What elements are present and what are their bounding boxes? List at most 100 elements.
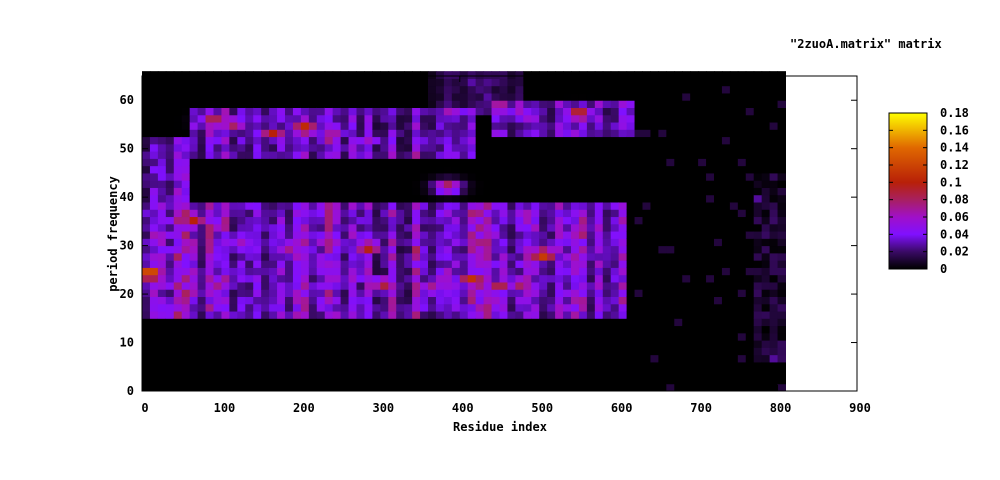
heatmap-cell bbox=[157, 71, 167, 79]
heatmap-cell bbox=[594, 194, 604, 203]
heatmap-cell bbox=[594, 260, 604, 268]
heatmap-cell bbox=[777, 303, 786, 312]
heatmap-cell bbox=[610, 209, 620, 218]
heatmap-cell bbox=[674, 383, 683, 392]
heatmap-cell bbox=[650, 318, 659, 327]
heatmap-cell bbox=[229, 216, 238, 225]
heatmap-cell bbox=[658, 369, 667, 377]
heatmap-cell bbox=[475, 151, 485, 159]
heatmap-cell bbox=[499, 92, 508, 101]
heatmap-cell bbox=[189, 151, 199, 159]
heatmap-cell bbox=[745, 158, 755, 167]
heatmap-cell bbox=[586, 260, 596, 268]
heatmap-cell bbox=[324, 92, 334, 101]
heatmap-cell bbox=[563, 122, 572, 130]
heatmap-cell bbox=[269, 311, 278, 319]
heatmap-cell bbox=[245, 231, 254, 239]
heatmap-cell bbox=[610, 383, 620, 392]
heatmap-cell bbox=[285, 369, 294, 377]
heatmap-cell bbox=[372, 281, 381, 290]
heatmap-cell bbox=[467, 318, 477, 327]
heatmap-cell bbox=[435, 289, 445, 297]
heatmap-cell bbox=[300, 122, 310, 130]
heatmap-cell bbox=[563, 332, 572, 341]
heatmap-cell bbox=[261, 194, 270, 203]
heatmap-cell bbox=[475, 369, 485, 377]
heatmap-cell bbox=[340, 318, 350, 327]
heatmap-cell bbox=[729, 165, 739, 174]
heatmap-cell bbox=[380, 194, 389, 203]
heatmap-cell bbox=[332, 311, 342, 319]
heatmap-cell bbox=[451, 318, 461, 327]
heatmap-cell bbox=[634, 354, 643, 363]
heatmap-cell bbox=[229, 151, 238, 159]
heatmap-cell bbox=[586, 281, 596, 290]
heatmap-cell bbox=[142, 136, 151, 145]
heatmap-cell bbox=[348, 172, 357, 181]
heatmap-cell bbox=[348, 165, 357, 174]
heatmap-cell bbox=[777, 354, 786, 363]
heatmap-cell bbox=[753, 369, 763, 377]
heatmap-cell bbox=[197, 332, 207, 341]
heatmap-cell bbox=[221, 136, 230, 145]
heatmap-cell bbox=[435, 311, 445, 319]
heatmap-cell bbox=[404, 202, 413, 210]
heatmap-cell bbox=[388, 216, 397, 225]
heatmap-cell bbox=[539, 114, 548, 123]
heatmap-cell bbox=[165, 340, 175, 348]
heatmap-cell bbox=[706, 216, 715, 225]
heatmap-cell bbox=[435, 92, 445, 101]
heatmap-cell bbox=[157, 158, 167, 167]
heatmap-cell bbox=[149, 143, 159, 152]
heatmap-cell bbox=[340, 172, 350, 181]
heatmap-cell bbox=[745, 194, 755, 203]
heatmap-cell bbox=[563, 85, 572, 94]
heatmap-cell bbox=[626, 223, 636, 232]
heatmap-cell bbox=[300, 252, 310, 261]
heatmap-cell bbox=[412, 274, 421, 283]
heatmap-cell bbox=[300, 100, 310, 108]
heatmap-cell bbox=[459, 187, 469, 196]
heatmap-cell bbox=[300, 296, 310, 305]
heatmap-cell bbox=[586, 187, 596, 196]
heatmap-cell bbox=[308, 78, 318, 87]
heatmap-cell bbox=[761, 354, 771, 363]
heatmap-cell bbox=[451, 347, 461, 356]
heatmap-cell bbox=[698, 303, 707, 312]
heatmap-cell bbox=[237, 354, 246, 363]
heatmap-cell bbox=[674, 194, 683, 203]
heatmap-cell bbox=[753, 92, 763, 101]
heatmap-cell bbox=[396, 158, 405, 167]
heatmap-cell bbox=[690, 267, 699, 276]
heatmap-cell bbox=[547, 325, 556, 334]
heatmap-cell bbox=[491, 318, 500, 327]
heatmap-cell bbox=[292, 85, 302, 94]
heatmap-cell bbox=[563, 216, 572, 225]
heatmap-cell bbox=[531, 187, 540, 196]
heatmap-cell bbox=[292, 158, 302, 167]
heatmap-cell bbox=[356, 369, 365, 377]
heatmap-cell bbox=[698, 202, 707, 210]
heatmap-cell bbox=[531, 136, 540, 145]
heatmap-cell bbox=[658, 216, 667, 225]
heatmap-cell bbox=[602, 92, 612, 101]
heatmap-cell bbox=[499, 238, 508, 247]
heatmap-cell bbox=[420, 194, 429, 203]
heatmap-cell bbox=[253, 274, 262, 283]
heatmap-cell bbox=[316, 180, 326, 188]
heatmap-cell bbox=[388, 318, 397, 327]
heatmap-cell bbox=[205, 238, 214, 247]
heatmap-cell bbox=[300, 325, 310, 334]
heatmap-cell bbox=[666, 231, 675, 239]
heatmap-cell bbox=[404, 71, 413, 79]
heatmap-cell bbox=[285, 361, 294, 370]
heatmap-cell bbox=[714, 361, 723, 370]
heatmap-cell bbox=[142, 267, 151, 276]
heatmap-cell bbox=[173, 347, 183, 356]
heatmap-cell bbox=[261, 289, 270, 297]
heatmap-cell bbox=[229, 180, 238, 188]
heatmap-cell bbox=[674, 260, 683, 268]
heatmap-cell bbox=[618, 194, 628, 203]
heatmap-cell bbox=[165, 376, 175, 385]
heatmap-cell bbox=[229, 85, 238, 94]
